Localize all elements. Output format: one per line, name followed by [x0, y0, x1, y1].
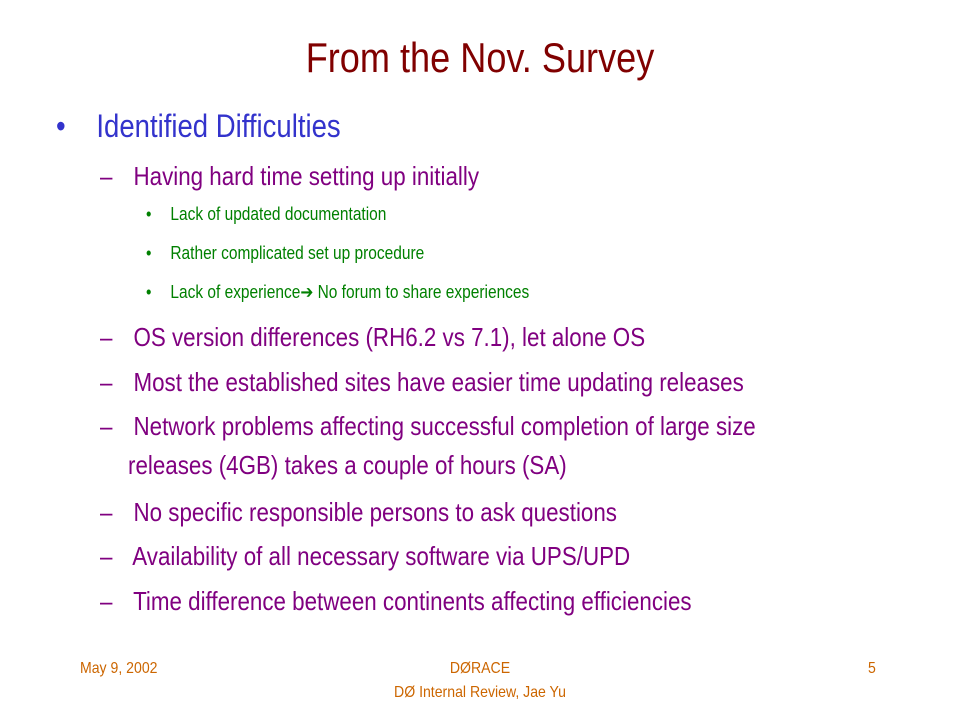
- item-text: OS version differences (RH6.2 vs 7.1), l…: [133, 322, 646, 352]
- item-text-line1: Network problems affecting successful co…: [133, 411, 756, 441]
- bullet-icon: •: [146, 243, 152, 263]
- footer-center-line2: DØ Internal Review, Jae Yu: [394, 684, 566, 701]
- item-text: Most the established sites have easier t…: [133, 367, 744, 397]
- item-updating-releases: – Most the established sites have easier…: [100, 367, 744, 398]
- sub-item-documentation: • Lack of updated documentation: [146, 204, 386, 225]
- sub-item-procedure: • Rather complicated set up procedure: [146, 243, 424, 264]
- sub-item-text-after: No forum to share experiences: [313, 282, 530, 302]
- item-text: Having hard time setting up initially: [133, 161, 480, 191]
- dash-icon: –: [100, 497, 113, 527]
- dash-icon: –: [100, 411, 113, 441]
- footer-date: May 9, 2002: [80, 660, 158, 677]
- footer-page-number: 5: [868, 660, 876, 677]
- bullet-icon: •: [56, 108, 66, 144]
- item-text-line2: releases (4GB) takes a couple of hours (…: [128, 450, 567, 480]
- item-setup-difficulty: – Having hard time setting up initially: [100, 161, 479, 192]
- dash-icon: –: [100, 541, 113, 571]
- sub-item-experience: • Lack of experience➔ No forum to share …: [146, 282, 529, 303]
- item-software-availability: – Availability of all necessary software…: [100, 541, 630, 572]
- item-network-problems: – Network problems affecting successful …: [100, 411, 756, 442]
- footer-center-line1: DØRACE: [449, 660, 511, 677]
- sub-item-text-before: Lack of experience: [170, 282, 301, 302]
- sub-item-text: Lack of updated documentation: [170, 204, 387, 224]
- bullet-identified-difficulties: • Identified Difficulties: [56, 108, 341, 145]
- dash-icon: –: [100, 586, 113, 616]
- item-text: No specific responsible persons to ask q…: [133, 497, 617, 527]
- item-network-problems-cont: releases (4GB) takes a couple of hours (…: [128, 450, 567, 481]
- item-responsible-persons: – No specific responsible persons to ask…: [100, 497, 617, 528]
- bullet-icon: •: [146, 282, 152, 302]
- bullet-icon: •: [146, 204, 152, 224]
- dash-icon: –: [100, 367, 113, 397]
- item-text: Availability of all necessary software v…: [132, 541, 631, 571]
- right-arrow-icon: ➔: [300, 282, 314, 302]
- item-text: Time difference between continents affec…: [133, 586, 692, 616]
- slide-title: From the Nov. Survey: [305, 34, 655, 81]
- dash-icon: –: [100, 161, 113, 191]
- item-time-difference: – Time difference between continents aff…: [100, 586, 692, 617]
- dash-icon: –: [100, 322, 113, 352]
- bullet-text: Identified Difficulties: [96, 108, 341, 144]
- item-os-differences: – OS version differences (RH6.2 vs 7.1),…: [100, 322, 645, 353]
- sub-item-text: Rather complicated set up procedure: [170, 243, 425, 263]
